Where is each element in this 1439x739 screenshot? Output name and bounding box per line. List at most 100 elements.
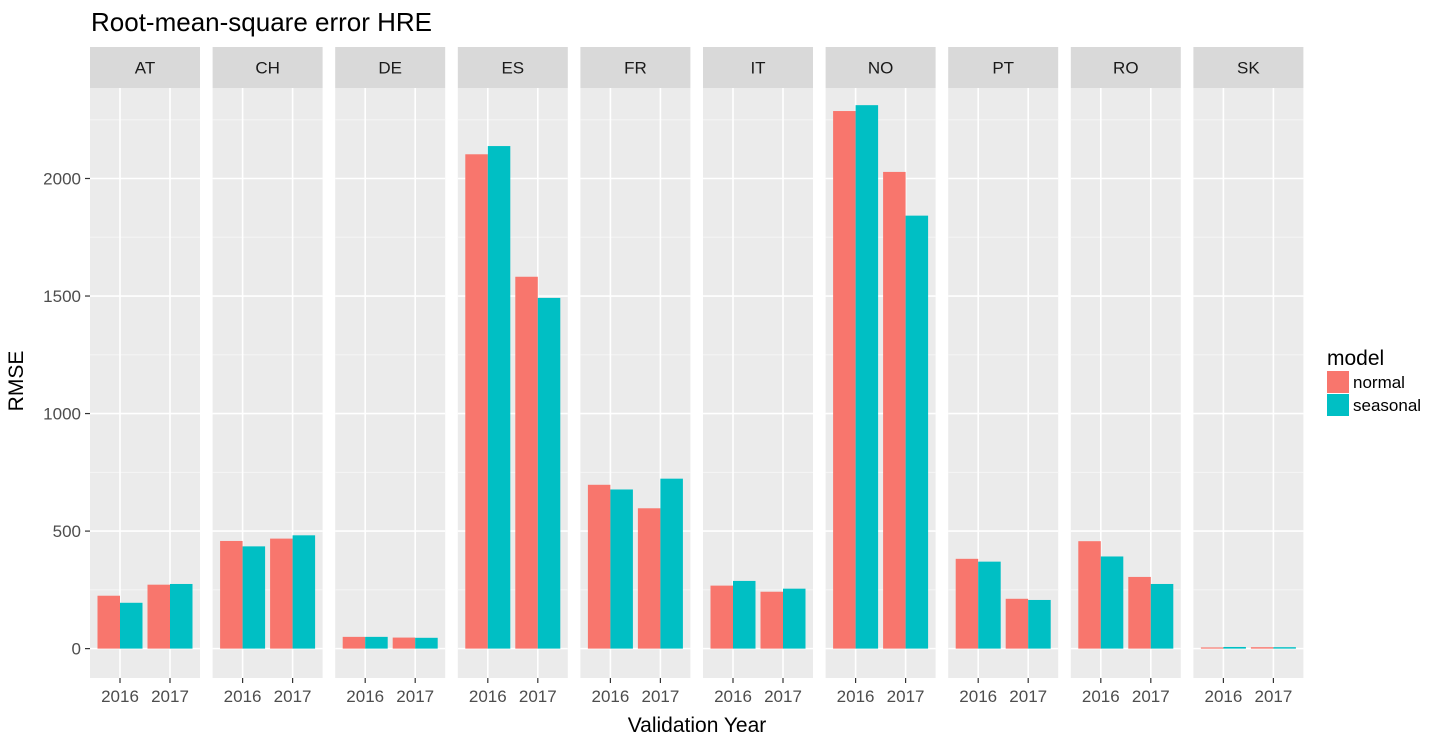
x-tick-label: 2017	[1132, 687, 1170, 706]
legend-title: model	[1327, 347, 1384, 370]
facet-strip-label: AT	[135, 59, 155, 78]
x-tick-label: 2017	[274, 687, 312, 706]
y-tick-label: 1000	[43, 405, 81, 424]
bar-pt-2017-seasonal	[1028, 599, 1051, 649]
facet-panel-ch: CH 2016 2017	[212, 47, 323, 706]
x-tick-label: 2017	[764, 687, 802, 706]
bar-pt-2016-normal	[955, 558, 979, 649]
bar-ch-2017-normal	[270, 538, 293, 649]
bar-es-2017-normal	[515, 276, 538, 649]
x-tick-label: 2017	[887, 687, 925, 706]
bar-de-2016-seasonal	[365, 636, 388, 649]
facet-strip-label: CH	[255, 59, 280, 78]
x-tick-label: 2017	[519, 687, 557, 706]
y-tick-label: 0	[72, 640, 81, 659]
panel-background	[703, 88, 813, 678]
facet-strip-label: ES	[501, 59, 524, 78]
legend: model normal seasonal	[1327, 347, 1421, 416]
facet-strip	[457, 47, 568, 88]
bar-at-2016-seasonal	[120, 602, 143, 649]
bar-de-2016-normal	[342, 636, 366, 649]
x-tick-label: 2016	[714, 687, 752, 706]
x-tick-label: 2016	[959, 687, 997, 706]
bar-no-2017-seasonal	[905, 215, 929, 649]
facet-strip	[212, 47, 323, 88]
chart-title: Root-mean-square error HRE	[91, 7, 432, 37]
facet-strip-label: PT	[992, 59, 1014, 78]
x-tick-label: 2017	[1009, 687, 1047, 706]
facet-strip	[580, 47, 691, 88]
x-tick-label: 2017	[151, 687, 189, 706]
facet-panel-ro: RO 2016 2017	[1070, 47, 1181, 706]
bar-ro-2016-normal	[1078, 541, 1101, 649]
panel-background	[90, 88, 200, 678]
legend-entries: normal seasonal	[1327, 371, 1421, 416]
facet-strip	[703, 47, 813, 88]
x-tick-label: 2016	[224, 687, 262, 706]
bar-es-2017-seasonal	[537, 297, 561, 649]
facet-strip-label: NO	[868, 59, 894, 78]
facet-panel-de: DE 2016 2017	[335, 47, 446, 706]
bar-sk-2017-normal	[1250, 647, 1274, 649]
legend-key-seasonal	[1327, 394, 1349, 416]
bar-no-2016-seasonal	[855, 105, 879, 649]
bar-es-2016-normal	[465, 154, 488, 649]
bar-fr-2017-normal	[637, 508, 661, 649]
bar-fr-2017-seasonal	[660, 478, 683, 649]
legend-entry-seasonal: seasonal	[1327, 394, 1421, 416]
legend-key-normal	[1327, 371, 1349, 393]
facet-panel-at: AT 2016 2017	[90, 47, 200, 706]
x-tick-label: 2016	[101, 687, 139, 706]
bar-sk-2017-seasonal	[1273, 647, 1296, 649]
bar-sk-2016-seasonal	[1223, 646, 1246, 649]
x-axis-title: Validation Year	[628, 714, 767, 737]
facet-strip	[1070, 47, 1181, 88]
y-tick-label: 1500	[43, 287, 81, 306]
facet-panels: AT 2016 2017 CH 2016 2017 DE 2016 2017 ES 2016 2017…	[90, 47, 1304, 706]
legend-label-normal: normal	[1353, 373, 1405, 392]
facet-strip-label: RO	[1113, 59, 1139, 78]
bar-it-2016-seasonal	[733, 580, 756, 649]
facet-panel-no: NO 2016 2017	[825, 47, 936, 706]
facet-strip	[825, 47, 936, 88]
legend-label-seasonal: seasonal	[1353, 396, 1421, 415]
panel-background	[1193, 88, 1304, 678]
y-tick-label: 2000	[43, 169, 81, 188]
facet-strip-label: SK	[1237, 59, 1260, 78]
x-tick-label: 2017	[396, 687, 434, 706]
x-tick-label: 2016	[591, 687, 629, 706]
bar-pt-2017-normal	[1005, 598, 1029, 649]
bar-ro-2017-seasonal	[1150, 583, 1174, 649]
x-tick-label: 2016	[346, 687, 384, 706]
facet-panel-it: IT 2016 2017	[703, 47, 813, 706]
facet-strip	[335, 47, 446, 88]
facet-panel-pt: PT 2016 2017	[948, 47, 1059, 706]
legend-entry-normal: normal	[1327, 371, 1405, 393]
bar-no-2016-normal	[833, 111, 856, 649]
bar-it-2017-normal	[760, 591, 783, 649]
y-axis: 0 500 1000 1500 2000	[43, 169, 90, 659]
facet-panel-fr: FR 2016 2017	[580, 47, 691, 706]
bar-de-2017-normal	[392, 637, 416, 649]
facet-strip	[90, 47, 200, 88]
bar-ch-2016-normal	[220, 540, 243, 649]
bar-de-2017-seasonal	[415, 637, 438, 649]
facet-panel-sk: SK 2016 2017	[1193, 47, 1304, 706]
bar-no-2017-normal	[883, 171, 906, 649]
bar-fr-2016-normal	[587, 484, 611, 649]
x-tick-label: 2017	[641, 687, 679, 706]
x-tick-label: 2017	[1254, 687, 1292, 706]
bar-es-2016-seasonal	[487, 146, 511, 649]
bar-it-2016-normal	[710, 585, 733, 649]
facet-strip-label: DE	[378, 59, 402, 78]
x-tick-label: 2016	[1082, 687, 1120, 706]
bar-ch-2016-seasonal	[242, 546, 266, 649]
bar-ch-2017-seasonal	[292, 535, 316, 649]
bar-ro-2016-seasonal	[1100, 556, 1124, 649]
bar-ro-2017-normal	[1128, 576, 1151, 649]
x-tick-label: 2016	[1204, 687, 1242, 706]
bar-at-2017-seasonal	[170, 583, 193, 649]
facet-strip	[1193, 47, 1304, 88]
y-axis-title: RMSE	[5, 351, 28, 412]
